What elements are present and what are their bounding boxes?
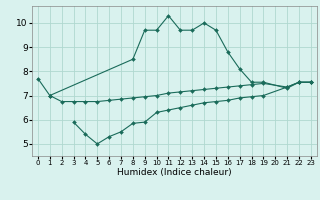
X-axis label: Humidex (Indice chaleur): Humidex (Indice chaleur) [117, 168, 232, 177]
